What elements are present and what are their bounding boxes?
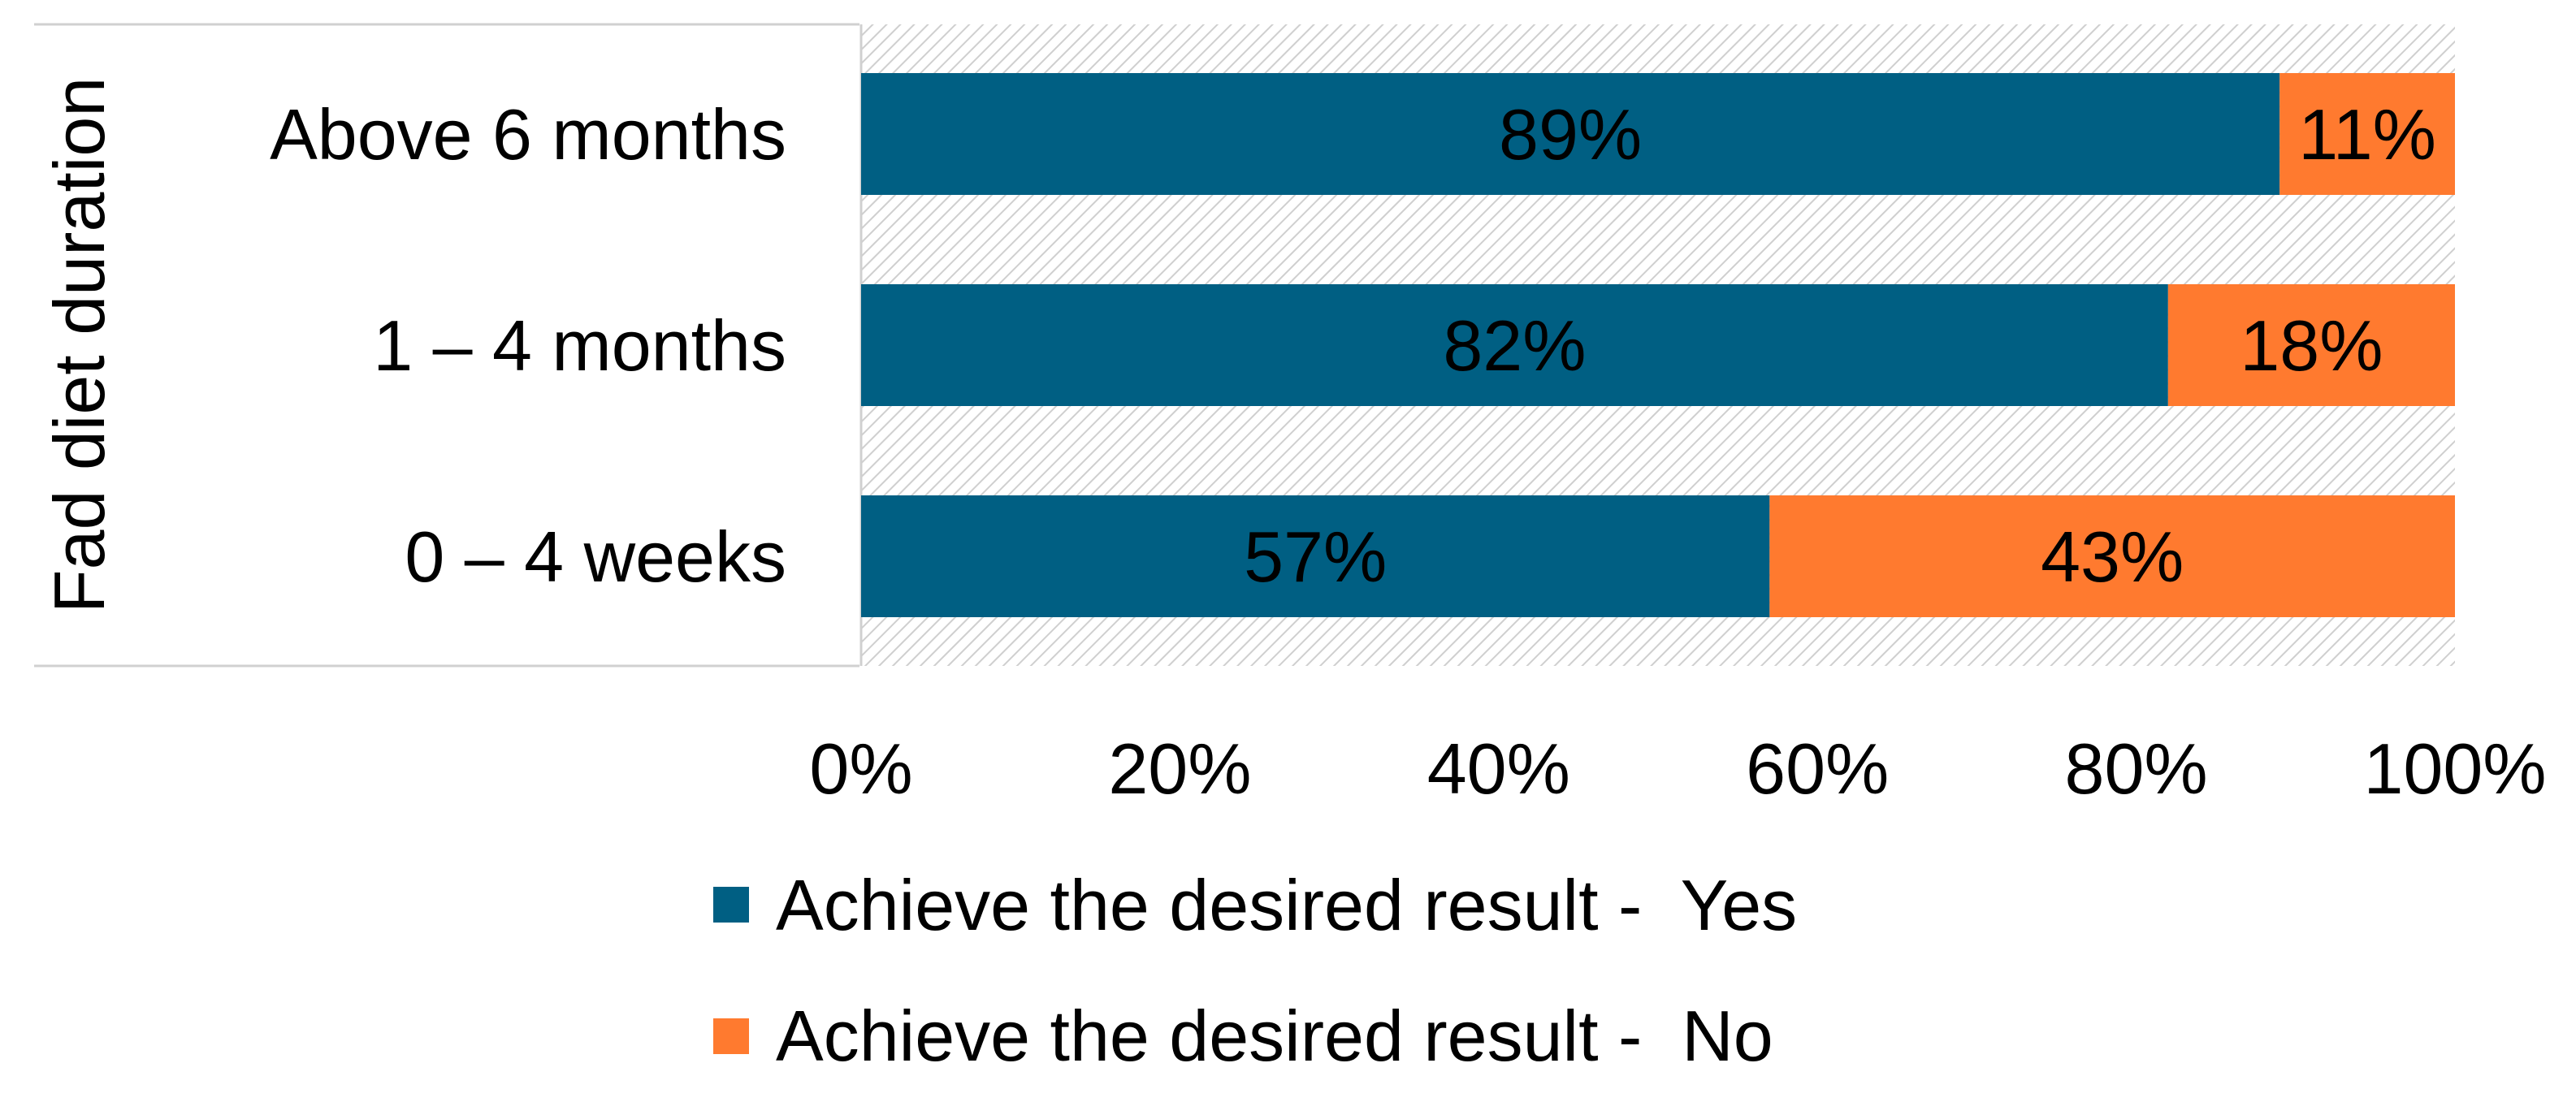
legend-swatch-no bbox=[713, 1018, 749, 1054]
x-tick-label: 60% bbox=[1746, 728, 1889, 809]
category-label: 0 – 4 weeks bbox=[405, 516, 786, 597]
bar-segment-yes bbox=[861, 284, 2168, 406]
category-labels-group: Above 6 months 1 – 4 months 0 – 4 weeks bbox=[270, 94, 786, 597]
legend-label-no: Achieve the desired result - No bbox=[776, 996, 1773, 1076]
data-label: 18% bbox=[2240, 305, 2383, 386]
x-tick-label: 100% bbox=[2363, 728, 2546, 809]
legend-swatch-yes bbox=[713, 887, 749, 923]
data-label: 82% bbox=[1443, 305, 1586, 386]
category-label: 1 – 4 months bbox=[373, 305, 786, 386]
data-label: 43% bbox=[2041, 516, 2184, 597]
category-label: Above 6 months bbox=[270, 94, 786, 175]
data-label: 11% bbox=[2298, 94, 2436, 175]
legend-label-yes: Achieve the desired result - Yes bbox=[776, 865, 1797, 945]
bar-segment-yes bbox=[861, 495, 1770, 617]
x-tick-label: 80% bbox=[2065, 728, 2208, 809]
x-tick-label: 0% bbox=[809, 728, 912, 809]
x-tick-labels-group: 0% 20% 40% 60% 80% 100% bbox=[809, 728, 2546, 809]
x-tick-label: 20% bbox=[1108, 728, 1251, 809]
data-label: 89% bbox=[1499, 94, 1642, 175]
y-axis-title: Fad diet duration bbox=[39, 77, 119, 613]
x-tick-label: 40% bbox=[1427, 728, 1570, 809]
bar-segment-no bbox=[1769, 495, 2455, 617]
data-label: 57% bbox=[1244, 516, 1387, 597]
bar-segment-yes bbox=[861, 73, 2280, 195]
bar-segment-no bbox=[2279, 73, 2455, 195]
bar-segment-no bbox=[2167, 284, 2455, 406]
bars-group: 89% 11% 82% 18% 57% 43% bbox=[861, 73, 2455, 617]
legend: Achieve the desired result - Yes Achieve… bbox=[713, 865, 1797, 1076]
